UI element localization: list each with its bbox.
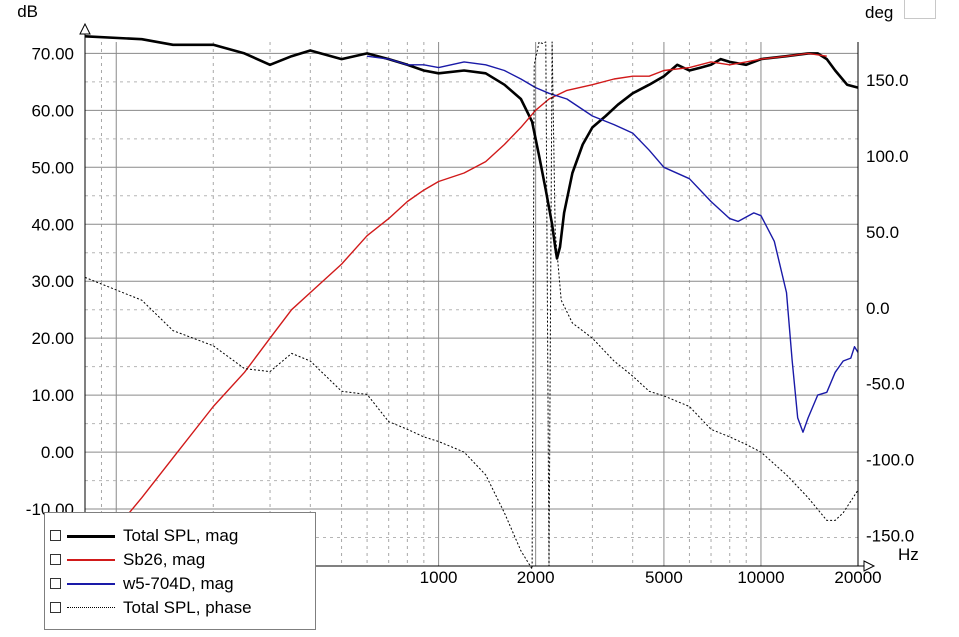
x-tick-label: 1000 — [420, 568, 458, 587]
y-axis-arrow — [79, 22, 91, 35]
y-left-tick-label: 30.00 — [31, 272, 74, 291]
legend-item-total-spl-phase: Total SPL, phase — [45, 597, 315, 619]
y-right-tick-label: 150.0 — [866, 71, 909, 90]
y-right-tick-label: 100.0 — [866, 147, 909, 166]
legend-label: w5-704D, mag — [123, 574, 234, 593]
x-tick-label: 10000 — [737, 568, 784, 587]
y-left-tick-label: 20.00 — [31, 329, 74, 348]
grid — [84, 42, 859, 567]
legend-swatch — [67, 559, 115, 561]
legend-swatch — [67, 607, 115, 608]
axis-labels: 70.00 60.00 50.00 40.00 30.00 20.00 10.00 0.00 -… — [17, 2, 919, 587]
series-line-2 — [367, 55, 859, 433]
x-tick-label: 5000 — [645, 568, 683, 587]
y-right-tick-label: 0.0 — [866, 299, 890, 318]
legend-swatch — [67, 535, 115, 538]
window-corner — [904, 0, 936, 19]
legend-label: Sb26, mag — [123, 550, 206, 569]
y-left-tick-label: 10.00 — [31, 386, 74, 405]
legend-item-w5-704d-mag: w5-704D, mag — [45, 573, 315, 595]
y-right-axis-title: deg — [865, 3, 893, 22]
y-left-tick-label: 50.00 — [31, 158, 74, 177]
plot-area — [85, 42, 858, 566]
x-tick-label: 2000 — [517, 568, 555, 587]
legend: Total SPL, mag Sb26, mag w5-704D, mag To… — [44, 512, 316, 630]
y-left-axis-title: dB — [17, 2, 38, 21]
y-left-tick-label: 60.00 — [31, 101, 74, 120]
series-line-0 — [84, 35, 859, 260]
legend-label: Total SPL, phase — [123, 598, 252, 617]
y-right-tick-label: -100.0 — [866, 451, 914, 470]
y-left-tick-label: 0.00 — [41, 443, 74, 462]
legend-checkbox[interactable] — [50, 602, 61, 613]
series-layer — [84, 35, 859, 570]
y-right-tick-label: -50.0 — [866, 375, 905, 394]
series-line-1 — [84, 52, 827, 567]
legend-label: Total SPL, mag — [123, 526, 239, 545]
legend-item-total-spl-mag: Total SPL, mag — [45, 525, 315, 547]
y-left-tick-label: 40.00 — [31, 215, 74, 234]
x-tick-label: 20000 — [834, 568, 881, 587]
legend-checkbox[interactable] — [50, 530, 61, 541]
legend-item-sb26-mag: Sb26, mag — [45, 549, 315, 571]
legend-checkbox[interactable] — [50, 554, 61, 565]
legend-swatch — [67, 583, 115, 585]
y-right-tick-label: -150.0 — [866, 527, 914, 546]
y-right-tick-label: 50.0 — [866, 223, 899, 242]
y-left-tick-label: 70.00 — [31, 44, 74, 63]
x-axis-arrow — [863, 560, 876, 572]
legend-checkbox[interactable] — [50, 578, 61, 589]
x-axis-title: Hz — [898, 545, 919, 564]
